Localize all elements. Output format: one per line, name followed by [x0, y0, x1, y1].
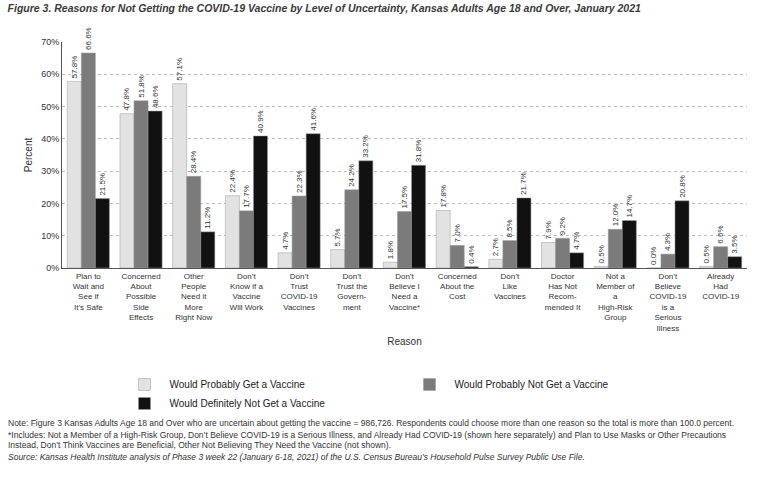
svg-text:Would Definitely Not Get a Vac: Would Definitely Not Get a Vaccine	[170, 398, 326, 409]
svg-text:11.2%: 11.2%	[203, 207, 212, 229]
svg-text:5.7%: 5.7%	[333, 228, 342, 246]
html-text:Source: Kansas Health Institut: Source: Kansas Health Institute analysis…	[8, 451, 585, 462]
svg-text:0.4%: 0.4%	[467, 245, 476, 263]
svg-text:40.9%: 40.9%	[256, 110, 265, 133]
svg-text:Would Probably Get a Vaccine: Would Probably Get a Vaccine	[170, 379, 306, 390]
svg-text:Don’tBelieve INeed aVaccine*: Don’tBelieve INeed aVaccine*	[389, 272, 420, 312]
svg-text:Don’tBelieveCOVID-19is aSeriou: Don’tBelieveCOVID-19is aSeriousIllness	[650, 272, 687, 333]
svg-text:4.3%: 4.3%	[663, 233, 672, 251]
svg-text:22.4%: 22.4%	[228, 170, 237, 193]
svg-text:0%: 0%	[46, 263, 59, 273]
svg-text:ConcernedAboutPossibleSideEffe: ConcernedAboutPossibleSideEffects	[121, 272, 160, 323]
svg-text:6.6%: 6.6%	[716, 225, 725, 243]
svg-text:ConcernedAbout theCost: ConcernedAbout theCost	[438, 272, 477, 302]
svg-text:48.6%: 48.6%	[151, 85, 160, 108]
svg-text:60%: 60%	[41, 69, 59, 79]
svg-text:31.8%: 31.8%	[414, 140, 423, 163]
svg-text:AlreadyHadCOVID-19: AlreadyHadCOVID-19	[702, 272, 739, 302]
svg-text:50%: 50%	[41, 102, 59, 112]
svg-text:Don’tKnow if aVaccineWill Work: Don’tKnow if aVaccineWill Work	[230, 272, 265, 312]
svg-text:51.8%: 51.8%	[137, 75, 146, 98]
svg-text:DoctorHas NotRecom-mended It: DoctorHas NotRecom-mended It	[545, 272, 581, 312]
svg-text:1.8%: 1.8%	[386, 241, 395, 259]
svg-text:40%: 40%	[41, 134, 59, 144]
svg-text:Plan toWait andSee ifIt’s Safe: Plan toWait andSee ifIt’s Safe	[73, 272, 104, 312]
svg-text:0.5%: 0.5%	[597, 245, 606, 263]
svg-text:OtherPeopleNeed itMoreRight No: OtherPeopleNeed itMoreRight Now	[175, 272, 212, 323]
svg-text:Figure 3. Reasons for Not Gett: Figure 3. Reasons for Not Getting the CO…	[8, 2, 641, 14]
svg-text:7.9%: 7.9%	[544, 221, 553, 239]
svg-text:21.7%: 21.7%	[519, 172, 528, 195]
svg-text:47.8%: 47.8%	[122, 88, 131, 111]
svg-text:Would Probably Not Get a Vacci: Would Probably Not Get a Vaccine	[455, 379, 609, 390]
svg-text:57.8%: 57.8%	[70, 56, 79, 79]
svg-text:8.5%: 8.5%	[505, 219, 514, 237]
svg-text:0.0%: 0.0%	[649, 247, 658, 265]
svg-text:9.2%: 9.2%	[558, 217, 567, 235]
svg-text:0.5%: 0.5%	[702, 245, 711, 263]
svg-text:7.0%: 7.0%	[453, 224, 462, 242]
svg-text:57.1%: 57.1%	[175, 58, 184, 81]
svg-text:28.4%: 28.4%	[189, 151, 198, 174]
svg-text:66.6%: 66.6%	[84, 27, 93, 50]
svg-text:20.8%: 20.8%	[678, 175, 687, 198]
svg-text:17.5%: 17.5%	[400, 186, 409, 209]
html-text:*Includes: Not a Member of a H: *Includes: Not a Member of a High-Risk G…	[8, 429, 727, 450]
svg-text:20%: 20%	[41, 199, 59, 209]
svg-text:30%: 30%	[41, 166, 59, 176]
svg-text:41.6%: 41.6%	[309, 108, 318, 131]
svg-text:17.8%: 17.8%	[439, 185, 448, 208]
svg-text:4.7%: 4.7%	[572, 232, 581, 250]
svg-text:4.7%: 4.7%	[281, 232, 290, 250]
svg-text:Don’tTrustCOVID-19Vaccines: Don’tTrustCOVID-19Vaccines	[281, 272, 318, 312]
svg-text:33.2%: 33.2%	[361, 135, 370, 158]
svg-text:10%: 10%	[41, 231, 59, 241]
svg-text:Percent: Percent	[23, 138, 34, 173]
svg-text:Reason: Reason	[387, 336, 421, 347]
svg-text:22.3%: 22.3%	[295, 170, 304, 193]
svg-text:17.7%: 17.7%	[242, 185, 251, 208]
svg-text:Don’tLikeVaccines: Don’tLikeVaccines	[494, 272, 526, 302]
svg-text:3.5%: 3.5%	[730, 235, 739, 253]
svg-text:14.7%: 14.7%	[625, 195, 634, 218]
svg-text:12.0%: 12.0%	[611, 204, 620, 227]
svg-text:21.5%: 21.5%	[98, 173, 107, 196]
svg-text:70%: 70%	[41, 37, 59, 47]
svg-text:Don’tTrust theGovern-ment: Don’tTrust theGovern-ment	[336, 272, 368, 312]
html-text:Note: Figure 3 Kansas Adults A: Note: Figure 3 Kansas Adults Age 18 and …	[8, 418, 734, 428]
svg-text:Not aMember ofaHigh-RiskGroup: Not aMember ofaHigh-RiskGroup	[596, 272, 635, 323]
svg-text:24.2%: 24.2%	[347, 164, 356, 187]
svg-text:2.7%: 2.7%	[491, 238, 500, 256]
